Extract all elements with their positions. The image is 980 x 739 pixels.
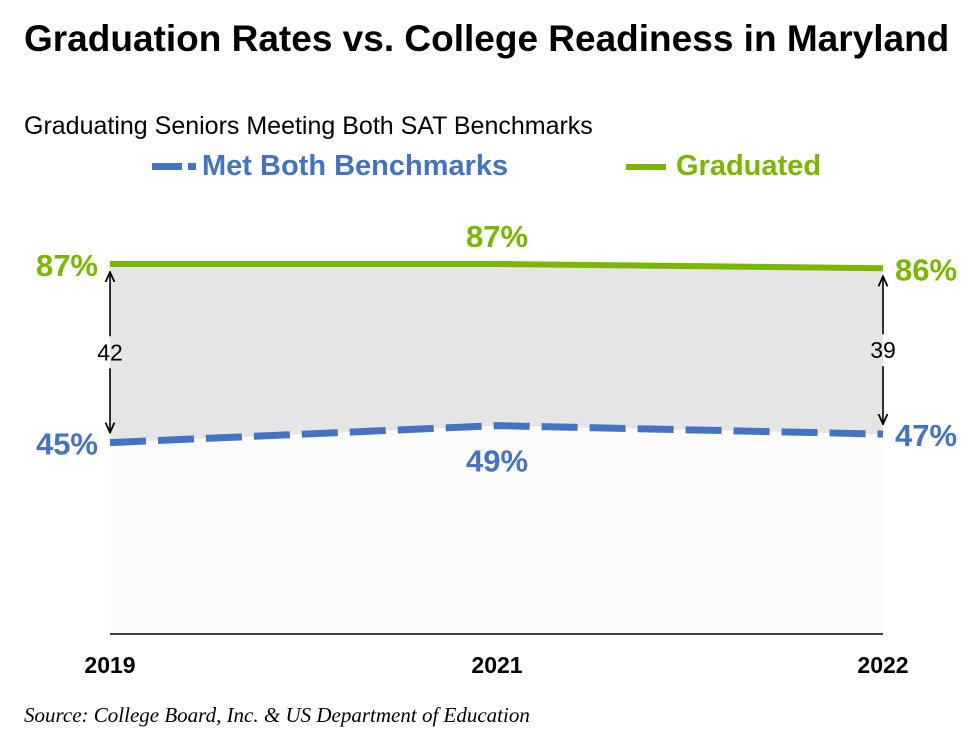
data-label-met-both-benchmarks: 45% xyxy=(36,427,98,462)
x-tick-label: 2019 xyxy=(84,652,135,678)
source-note: Source: College Board, Inc. & US Departm… xyxy=(24,703,530,727)
data-label-met-both-benchmarks: 47% xyxy=(895,418,957,453)
gap-area xyxy=(110,264,883,443)
series-line-graduated xyxy=(110,261,884,272)
chart-subtitle: Graduating Seniors Meeting Both SAT Benc… xyxy=(24,112,593,140)
legend-swatch-dashed xyxy=(152,163,196,170)
legend-item-met-both-benchmarks: Met Both Benchmarks xyxy=(152,150,508,183)
x-tick-label: 2022 xyxy=(857,652,908,678)
gap-label: 39 xyxy=(870,337,896,363)
x-tick-label: 2021 xyxy=(471,652,522,678)
data-label-met-both-benchmarks: 49% xyxy=(466,444,528,479)
data-label-graduated: 87% xyxy=(36,248,98,283)
legend-label: Met Both Benchmarks xyxy=(202,150,509,182)
gap-label: 42 xyxy=(97,339,123,365)
legend: Met Both Benchmarks Graduated xyxy=(0,150,980,190)
data-label-graduated: 86% xyxy=(895,252,957,287)
below-area xyxy=(110,425,883,634)
legend-swatch-solid xyxy=(626,163,666,170)
legend-item-graduated: Graduated xyxy=(626,150,821,183)
chart-title: Graduation Rates vs. College Readiness i… xyxy=(24,18,950,59)
legend-label: Graduated xyxy=(676,150,822,182)
data-label-graduated: 87% xyxy=(466,219,528,254)
series-line-met-both-benchmarks xyxy=(109,422,884,447)
